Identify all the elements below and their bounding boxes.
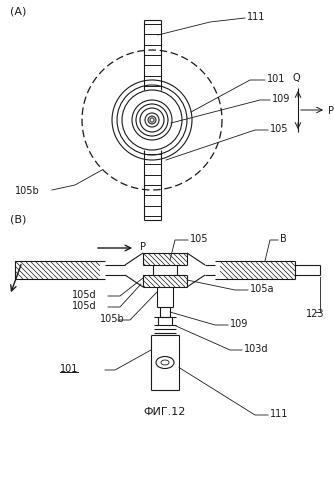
Text: 101: 101 — [60, 364, 78, 374]
Text: 123: 123 — [306, 309, 325, 319]
Text: 105: 105 — [270, 124, 289, 134]
Text: 109: 109 — [272, 94, 290, 104]
Text: ФИГ.12: ФИГ.12 — [144, 407, 186, 417]
Text: В: В — [280, 234, 287, 244]
Text: (А): (А) — [10, 6, 26, 16]
Text: 105a: 105a — [250, 284, 275, 294]
Text: 101: 101 — [267, 74, 285, 84]
Text: 105b: 105b — [15, 186, 40, 196]
Text: 109: 109 — [230, 319, 248, 329]
Text: 103d: 103d — [244, 344, 269, 354]
Circle shape — [148, 116, 156, 124]
Text: 111: 111 — [247, 12, 266, 22]
Text: P: P — [328, 106, 334, 116]
Text: Q: Q — [292, 73, 300, 83]
Text: P: P — [140, 242, 146, 252]
Text: 111: 111 — [270, 409, 288, 419]
Text: (В): (В) — [10, 214, 26, 224]
Text: 105d: 105d — [72, 301, 97, 311]
Circle shape — [150, 118, 154, 122]
Text: 105d: 105d — [72, 290, 97, 300]
Text: 105b: 105b — [100, 314, 125, 324]
Text: 105: 105 — [190, 234, 208, 244]
